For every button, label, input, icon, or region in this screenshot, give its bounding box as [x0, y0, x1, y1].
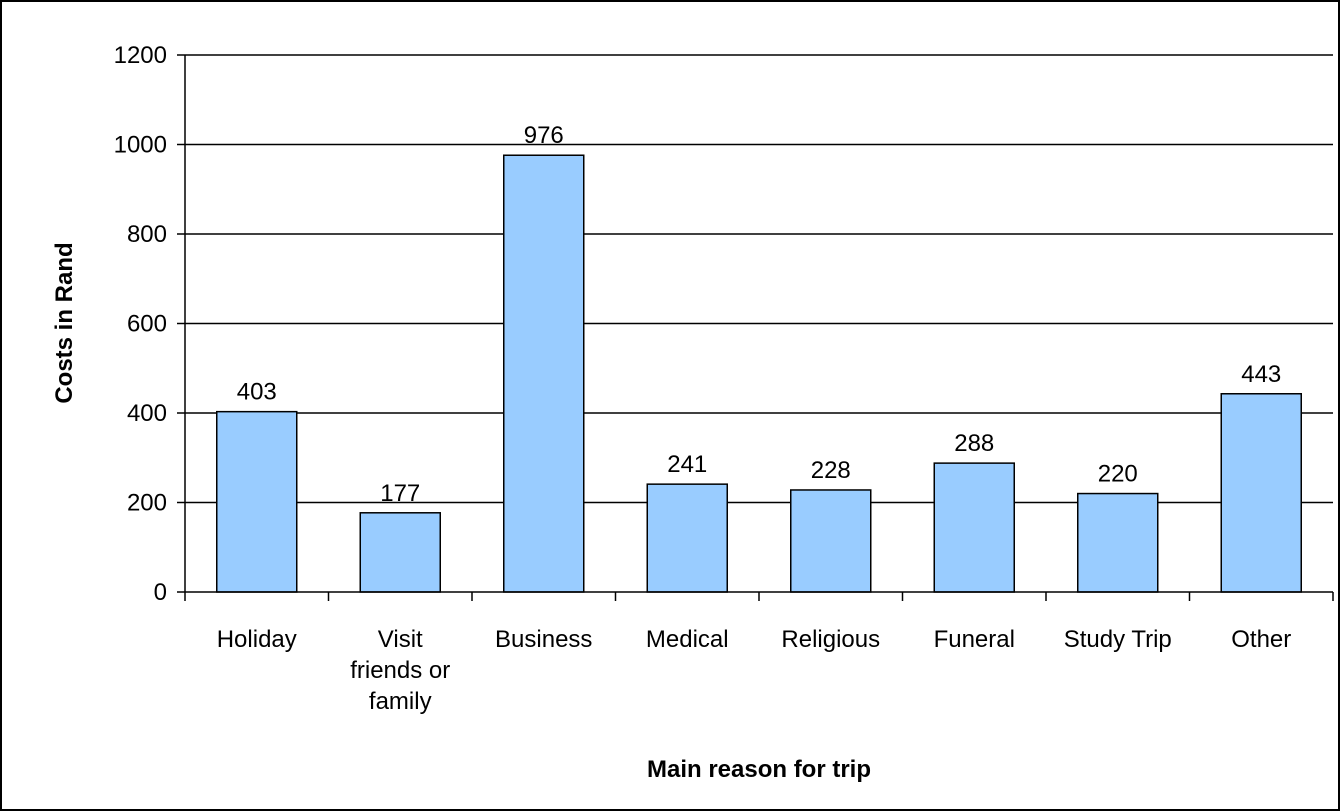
data-label: 976: [524, 122, 564, 149]
x-tick-label: Business: [495, 626, 592, 653]
x-tick-label-line: Holiday: [217, 626, 297, 653]
bar: [1220, 393, 1302, 593]
bar: [503, 154, 585, 593]
y-tick-label: 0: [154, 579, 167, 606]
x-tick-label: Religious: [781, 626, 880, 653]
x-axis-title: Main reason for trip: [647, 756, 871, 783]
labels: 0 200 400 600 800 1000 1200 403 177 976 241 228 288 2…: [114, 42, 1292, 715]
x-tick-label-line: Study Trip: [1064, 626, 1172, 653]
bars: [216, 154, 1302, 593]
x-tick-label: Study Trip: [1064, 626, 1172, 653]
data-label: 241: [667, 451, 707, 478]
axes: [177, 54, 1334, 601]
y-axis-title: Costs in Rand: [51, 242, 78, 403]
x-tick-label: Other: [1231, 626, 1291, 653]
data-label: 228: [811, 457, 851, 484]
x-tick-label-line: friends or: [350, 657, 450, 684]
bar: [216, 410, 298, 593]
y-tick-label: 600: [127, 311, 167, 338]
data-label: 288: [954, 430, 994, 457]
x-tick-label-line: Business: [495, 626, 592, 653]
x-tick-label-line: Medical: [646, 626, 729, 653]
bar: [933, 462, 1015, 593]
y-tick-label: 400: [127, 400, 167, 427]
x-tick-label-line: Religious: [781, 626, 880, 653]
data-label: 403: [237, 379, 277, 406]
x-tick-label: Holiday: [217, 626, 297, 653]
bar: [359, 512, 441, 593]
bar: [646, 483, 728, 593]
x-tick-label: Visit friends or family: [350, 626, 450, 715]
x-tick-label-line: Other: [1231, 626, 1291, 653]
y-tick-label: 800: [127, 221, 167, 248]
y-tick-label: 1200: [114, 42, 167, 69]
data-label: 177: [380, 480, 420, 507]
x-tick-label: Funeral: [934, 626, 1015, 653]
bar: [790, 489, 872, 593]
y-tick-label: 1000: [114, 132, 167, 159]
x-tick-label: Medical: [646, 626, 729, 653]
x-tick-label-line: Funeral: [934, 626, 1015, 653]
bar: [1077, 492, 1159, 593]
x-tick-label-line: family: [369, 688, 432, 715]
data-label: 220: [1098, 461, 1138, 488]
y-tick-label: 200: [127, 490, 167, 517]
data-label: 443: [1241, 361, 1281, 388]
x-tick-label-line: Visit: [378, 626, 423, 653]
